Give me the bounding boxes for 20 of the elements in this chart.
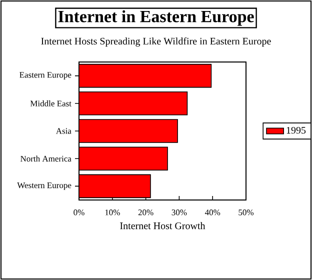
x-tick-label: 20%	[138, 210, 154, 216]
x-tick-label: 0%	[74, 210, 84, 216]
y-tick-label: Western Europe	[17, 182, 72, 190]
bar	[79, 119, 178, 143]
y-tick-label: Asia	[56, 128, 72, 134]
bar	[79, 64, 212, 88]
y-tick-label: Eastern Europe	[20, 72, 72, 80]
bar	[79, 92, 188, 116]
x-tick-label: 40%	[204, 210, 220, 216]
x-tick-label: 50%	[238, 210, 254, 216]
x-tick-label: 10%	[105, 210, 120, 216]
chart-subtitle: Internet Hosts Spreading Like Wildfire in Eastern Europe	[41, 37, 271, 47]
chart-title: Internet in Eastern Europe	[58, 10, 254, 26]
bar	[79, 174, 151, 198]
bar	[79, 146, 168, 171]
y-tick-label: Middle East	[30, 100, 72, 106]
y-tick-label: North America	[20, 156, 72, 162]
legend-label: 1995	[286, 126, 306, 134]
x-tick-label: 30%	[172, 210, 187, 216]
x-axis-title: Internet Host Growth	[120, 222, 206, 230]
